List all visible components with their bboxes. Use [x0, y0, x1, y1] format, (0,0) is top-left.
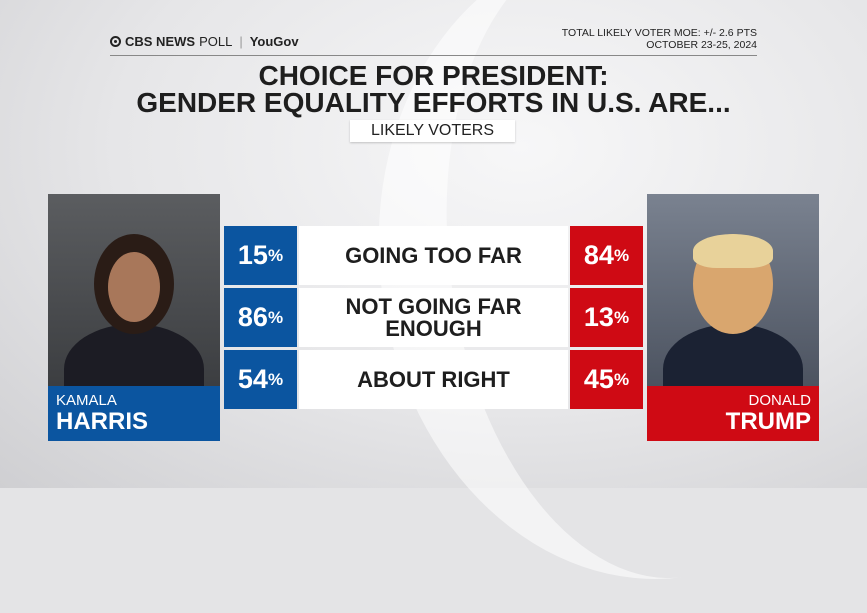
category-label: GOING TOO FAR [299, 226, 568, 285]
trump-last-name: TRUMP [725, 408, 811, 435]
harris-value: 15% [224, 226, 297, 285]
harris-last-name: HARRIS [56, 408, 149, 435]
table-row: 54% ABOUT RIGHT 45% [224, 350, 643, 409]
cbs-eye-icon [110, 36, 121, 47]
trump-value: 13% [570, 288, 643, 347]
trump-photo [647, 194, 819, 386]
logo-poll: POLL [199, 34, 233, 49]
logo-cbs: CBS NEWS [125, 34, 196, 49]
logo-yougov: YouGov [249, 34, 299, 49]
trump-value: 84% [570, 226, 643, 285]
chart-title: CHOICE FOR PRESIDENT: GENDER EQUALITY EFF… [0, 60, 867, 118]
category-label: NOT GOING FAR ENOUGH [299, 288, 568, 347]
poll-meta: TOTAL LIKELY VOTER MOE: +/- 2.6 PTS OCTOB… [562, 27, 757, 51]
table-row: 15% GOING TOO FAR 84% [224, 226, 643, 285]
divider [110, 55, 757, 56]
title-line-2: GENDER EQUALITY EFFORTS IN U.S. ARE... [136, 87, 731, 118]
trump-first-name: DONALD [748, 392, 811, 409]
category-label: ABOUT RIGHT [299, 350, 568, 409]
table-row: 86% NOT GOING FAR ENOUGH 13% [224, 288, 643, 347]
cbs-news-poll-logo: CBS NEWS POLL | YouGov [110, 34, 299, 49]
poll-dates: OCTOBER 23-25, 2024 [646, 39, 757, 51]
population-label: LIKELY VOTERS [350, 120, 515, 142]
margin-of-error: TOTAL LIKELY VOTER MOE: +/- 2.6 PTS [561, 27, 757, 39]
harris-name-plate: KAMALA HARRIS [48, 386, 220, 441]
title-line-1: CHOICE FOR PRESIDENT: [258, 60, 609, 91]
harris-value: 54% [224, 350, 297, 409]
harris-photo [48, 194, 220, 386]
trump-value: 45% [570, 350, 643, 409]
trump-name-plate: DONALD TRUMP [647, 386, 819, 441]
harris-value: 86% [224, 288, 297, 347]
harris-first-name: KAMALA [56, 392, 117, 409]
